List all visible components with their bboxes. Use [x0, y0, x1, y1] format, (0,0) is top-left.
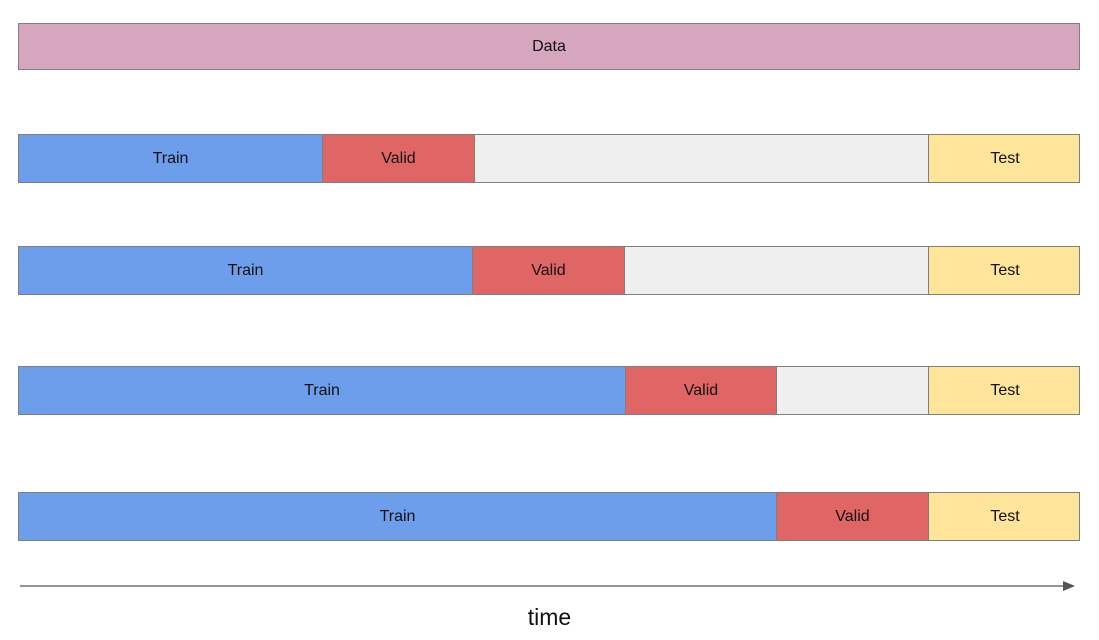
valid-segment: Valid	[776, 493, 928, 540]
gap-segment	[474, 135, 928, 182]
fold-row-3: Train Valid Test	[18, 366, 1080, 415]
test-segment: Test	[928, 493, 1079, 540]
train-label: Train	[379, 507, 416, 525]
test-label: Test	[990, 261, 1020, 279]
test-label: Test	[990, 381, 1020, 399]
time-axis-arrow	[20, 581, 1075, 591]
valid-label: Valid	[835, 507, 870, 525]
train-segment: Train	[19, 135, 322, 182]
time-label: time	[527, 604, 572, 630]
gap-segment	[776, 367, 928, 414]
valid-segment: Valid	[625, 367, 776, 414]
train-segment: Train	[19, 247, 472, 294]
train-segment: Train	[19, 493, 776, 540]
fold-row-2: Train Valid Test	[18, 246, 1080, 295]
valid-segment: Valid	[472, 247, 624, 294]
train-label: Train	[304, 381, 340, 399]
train-label: Train	[152, 149, 189, 167]
data-bar: Data	[18, 23, 1080, 70]
test-label: Test	[990, 149, 1020, 167]
gap-segment	[624, 247, 928, 294]
test-segment: Test	[928, 247, 1079, 294]
valid-label: Valid	[683, 381, 719, 399]
data-label: Data	[532, 37, 566, 55]
train-label: Train	[227, 261, 264, 279]
valid-label: Valid	[531, 261, 566, 279]
test-segment: Test	[928, 135, 1079, 182]
fold-row-1: Train Valid Test	[18, 134, 1080, 183]
valid-segment: Valid	[322, 135, 474, 182]
train-segment: Train	[19, 367, 625, 414]
fold-row-4: Train Valid Test	[18, 492, 1080, 541]
valid-label: Valid	[381, 149, 416, 167]
test-segment: Test	[928, 367, 1079, 414]
test-label: Test	[990, 507, 1020, 525]
